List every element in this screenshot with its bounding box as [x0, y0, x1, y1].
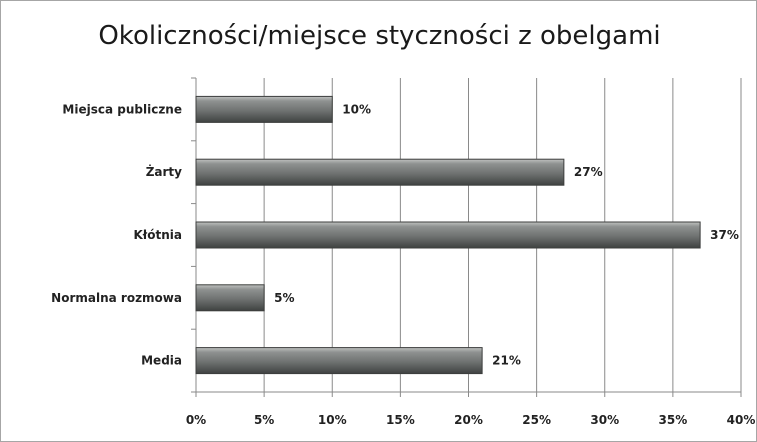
bar: [195, 221, 701, 249]
bar: [195, 158, 565, 186]
x-tick-label: 10%: [318, 413, 347, 427]
data-label: 37%: [710, 228, 739, 242]
x-tick-label: 35%: [659, 413, 688, 427]
x-tick-label: 5%: [254, 413, 274, 427]
data-label: 21%: [492, 354, 521, 368]
bars: [195, 95, 701, 375]
category-label: Normalna rozmowa: [51, 291, 182, 305]
x-tick-label: 20%: [454, 413, 483, 427]
bar: [195, 347, 483, 375]
category-label: Kłótnia: [134, 228, 183, 242]
bar: [195, 95, 333, 123]
x-tick-label: 30%: [590, 413, 619, 427]
category-label: Miejsca publiczne: [62, 102, 182, 116]
x-tick-label: 40%: [727, 413, 756, 427]
x-tick-label: 0%: [186, 413, 206, 427]
category-label: Media: [141, 354, 182, 368]
data-label: 5%: [274, 291, 294, 305]
bar: [195, 284, 265, 312]
x-tick-label: 15%: [386, 413, 415, 427]
labels: 0% 5% 10% 15% 20% 25% 30% 35% 40% Miejsca publicz…: [51, 102, 755, 427]
data-label: 10%: [342, 102, 371, 116]
x-tick-label: 25%: [522, 413, 551, 427]
category-label: Żarty: [146, 164, 182, 179]
data-label: 27%: [574, 165, 603, 179]
chart-title: Okoliczności/miejsce styczności z obelga…: [98, 21, 661, 51]
